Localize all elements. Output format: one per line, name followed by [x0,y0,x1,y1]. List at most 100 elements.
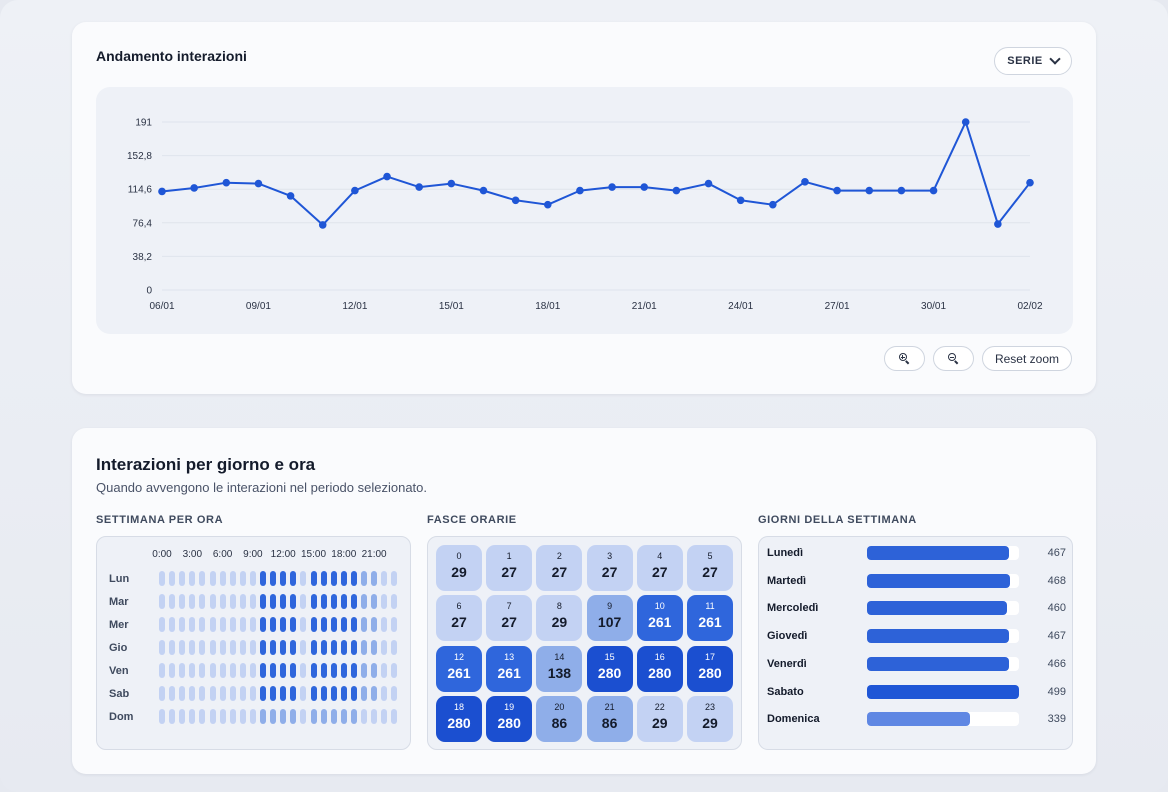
hour-band-cell[interactable]: 8 29 [536,595,583,642]
hour-heat-cell[interactable] [260,617,266,632]
hour-heat-cell[interactable] [239,709,246,724]
hour-heat-cell[interactable] [391,617,398,632]
hour-band-cell[interactable]: 19 280 [486,696,533,743]
hour-heat-cell[interactable] [239,640,246,655]
hour-heat-cell[interactable] [270,640,277,655]
hour-heat-cell[interactable] [320,663,327,678]
zoom-out-button[interactable] [932,346,974,371]
hour-heat-cell[interactable] [330,640,337,655]
hour-heat-cell[interactable] [391,571,398,586]
hour-heat-cell[interactable] [391,709,398,724]
hour-band-cell[interactable]: 21 86 [586,696,633,743]
hour-heat-cell[interactable] [310,686,317,701]
hour-heat-cell[interactable] [229,640,236,655]
hour-heat-cell[interactable] [371,709,378,724]
hour-heat-cell[interactable] [199,709,206,724]
hour-heat-cell[interactable] [280,640,287,655]
hour-heat-cell[interactable] [340,571,347,586]
hour-heat-cell[interactable] [310,709,317,724]
hour-band-cell[interactable]: 23 29 [687,696,733,743]
hour-heat-cell[interactable] [169,617,176,632]
hour-heat-cell[interactable] [159,617,165,632]
hour-heat-cell[interactable] [381,640,388,655]
hour-heat-cell[interactable] [290,617,297,632]
hour-heat-cell[interactable] [249,663,256,678]
hour-heat-cell[interactable] [229,709,236,724]
hour-heat-cell[interactable] [320,594,327,609]
hour-heat-cell[interactable] [229,571,236,586]
hour-heat-cell[interactable] [350,686,357,701]
hour-heat-cell[interactable] [310,663,317,678]
hour-heat-cell[interactable] [361,709,367,724]
hour-heat-cell[interactable] [229,594,236,609]
hour-heat-cell[interactable] [361,640,367,655]
hour-band-cell[interactable]: 1 27 [486,545,533,591]
hour-heat-cell[interactable] [340,709,347,724]
hour-heat-cell[interactable] [350,709,357,724]
hour-heat-cell[interactable] [199,571,206,586]
hour-heat-cell[interactable] [381,709,388,724]
hour-heat-cell[interactable] [371,686,378,701]
hour-heat-cell[interactable] [290,594,297,609]
hour-heat-cell[interactable] [320,640,327,655]
hour-heat-cell[interactable] [381,594,388,609]
hour-heat-cell[interactable] [300,640,307,655]
hour-heat-cell[interactable] [229,663,236,678]
hour-heat-cell[interactable] [270,686,277,701]
hour-heat-cell[interactable] [159,594,165,609]
hour-band-cell[interactable]: 20 86 [536,696,583,743]
hour-band-cell[interactable]: 12 261 [436,645,482,692]
hour-heat-cell[interactable] [159,686,165,701]
hour-heat-cell[interactable] [199,640,206,655]
hour-heat-cell[interactable] [270,663,277,678]
reset-zoom-button[interactable]: Reset zoom [981,346,1072,371]
weekday-bar-row[interactable]: Martedì 468 [759,573,1074,589]
hour-heat-cell[interactable] [260,709,266,724]
hour-band-cell[interactable]: 0 29 [436,545,482,591]
hour-heat-cell[interactable] [330,571,337,586]
hour-heat-cell[interactable] [209,663,216,678]
hour-heat-cell[interactable] [361,571,367,586]
hour-band-cell[interactable]: 10 261 [636,595,683,642]
hour-heat-cell[interactable] [381,686,388,701]
hour-heat-cell[interactable] [169,686,176,701]
hour-heat-cell[interactable] [330,686,337,701]
hour-heat-cell[interactable] [249,686,256,701]
hour-band-cell[interactable]: 22 29 [636,696,683,743]
hour-heat-cell[interactable] [260,571,266,586]
hour-heat-cell[interactable] [290,640,297,655]
hour-band-cell[interactable]: 11 261 [687,595,733,642]
hour-band-cell[interactable]: 17 280 [687,645,733,692]
hour-heat-cell[interactable] [371,640,378,655]
hour-heat-cell[interactable] [371,617,378,632]
hour-heat-cell[interactable] [189,709,196,724]
hour-heat-cell[interactable] [169,709,176,724]
hour-heat-cell[interactable] [159,709,165,724]
hour-heat-cell[interactable] [340,663,347,678]
hour-heat-cell[interactable] [189,663,196,678]
series-dropdown-button[interactable]: SERIE [994,47,1072,75]
hour-heat-cell[interactable] [199,617,206,632]
hour-heat-cell[interactable] [219,617,226,632]
hour-heat-cell[interactable] [310,571,317,586]
hour-heat-cell[interactable] [290,686,297,701]
hour-heat-cell[interactable] [239,663,246,678]
hour-heat-cell[interactable] [371,594,378,609]
hour-heat-cell[interactable] [350,594,357,609]
hour-heat-cell[interactable] [320,571,327,586]
hour-heat-cell[interactable] [199,594,206,609]
hour-heat-cell[interactable] [169,640,176,655]
hour-heat-cell[interactable] [391,640,398,655]
hour-band-cell[interactable]: 13 261 [486,645,533,692]
hour-heat-cell[interactable] [239,571,246,586]
hour-heat-cell[interactable] [239,594,246,609]
weekday-bar-row[interactable]: Domenica 339 [759,711,1074,727]
hour-heat-cell[interactable] [179,686,186,701]
hour-heat-cell[interactable] [340,640,347,655]
hour-heat-cell[interactable] [249,617,256,632]
hour-heat-cell[interactable] [280,709,287,724]
hour-heat-cell[interactable] [260,686,266,701]
hour-heat-cell[interactable] [189,640,196,655]
hour-heat-cell[interactable] [350,617,357,632]
hour-heat-cell[interactable] [270,709,277,724]
